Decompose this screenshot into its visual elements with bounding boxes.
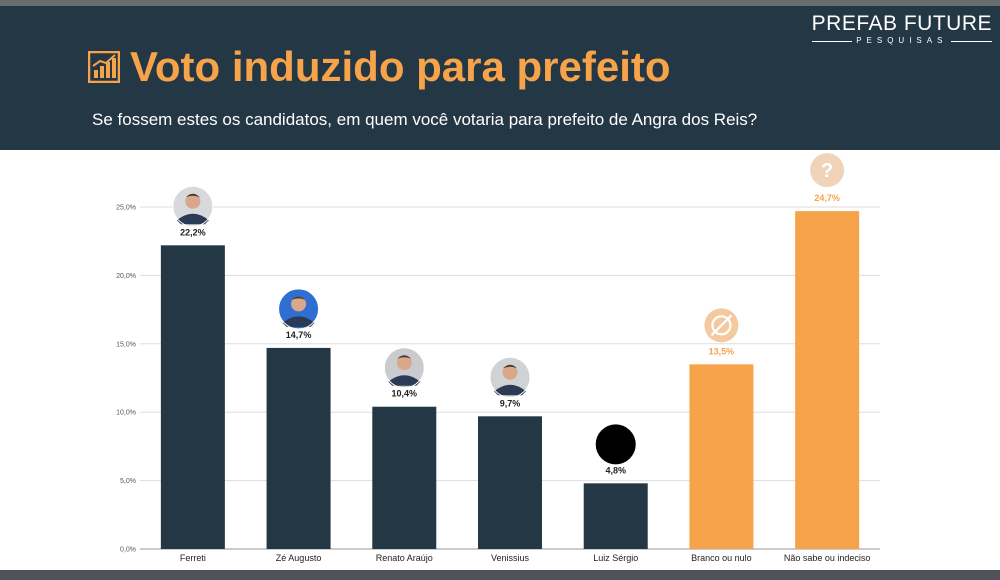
null-vote-icon	[704, 308, 739, 343]
svg-text:?: ?	[821, 160, 833, 182]
data-label: 4,8%	[605, 465, 626, 475]
data-label: 14,7%	[286, 330, 312, 340]
category-label: Ferreti	[180, 553, 206, 563]
bottom-strip	[0, 570, 1000, 580]
candidate-photo-icon	[489, 356, 531, 398]
page-title: Voto induzido para prefeito	[130, 43, 671, 90]
logo-sub-text: PESQUISAS	[856, 36, 948, 45]
bar-chart-icon	[88, 51, 120, 83]
bar	[372, 406, 437, 549]
candidate-photo-icon	[383, 347, 425, 389]
bar	[160, 245, 225, 549]
category-label: Luiz Sérgio	[593, 553, 638, 563]
candidate-photo-icon	[278, 288, 320, 330]
data-label: 24,7%	[814, 193, 840, 203]
y-tick-label: 5,0%	[120, 478, 136, 485]
data-label: 9,7%	[500, 398, 521, 408]
bar-chart: ? 0,0% 5,0% 10,0% 15,0% 20,0% 25,0% 22,2% Ferre…	[116, 153, 880, 563]
header-banner: PREFAB FUTURE PESQUISAS Voto induzido pa…	[0, 6, 1000, 150]
y-tick-label: 15,0%	[116, 341, 136, 348]
category-label: Zé Augusto	[276, 553, 322, 563]
top-strip	[0, 0, 1000, 6]
y-tick-label: 25,0%	[116, 205, 136, 212]
category-label: Não sabe ou indeciso	[784, 553, 871, 563]
bar	[795, 211, 860, 549]
page-subtitle: Se fossem estes os candidatos, em quem v…	[92, 110, 758, 129]
bar	[583, 483, 648, 549]
y-tick-label: 20,0%	[116, 273, 136, 280]
y-tick-label: 10,0%	[116, 410, 136, 417]
data-label: 10,4%	[392, 389, 418, 399]
category-label: Branco ou nulo	[691, 553, 752, 563]
category-label: Venissius	[491, 553, 530, 563]
candidate-photo-icon	[172, 185, 214, 227]
question-icon: ?	[810, 153, 845, 188]
logo-main-text: PREFAB FUTURE	[811, 12, 992, 35]
bar	[266, 347, 331, 549]
data-label: 13,5%	[709, 346, 735, 356]
category-label: Renato Araújo	[376, 553, 433, 563]
bar	[689, 364, 754, 549]
y-tick-label: 0,0%	[120, 547, 136, 554]
black-circle-icon	[595, 424, 636, 465]
data-label: 22,2%	[180, 227, 206, 237]
brand-logo: PREFAB FUTURE PESQUISAS	[811, 12, 993, 46]
bar	[478, 416, 542, 549]
